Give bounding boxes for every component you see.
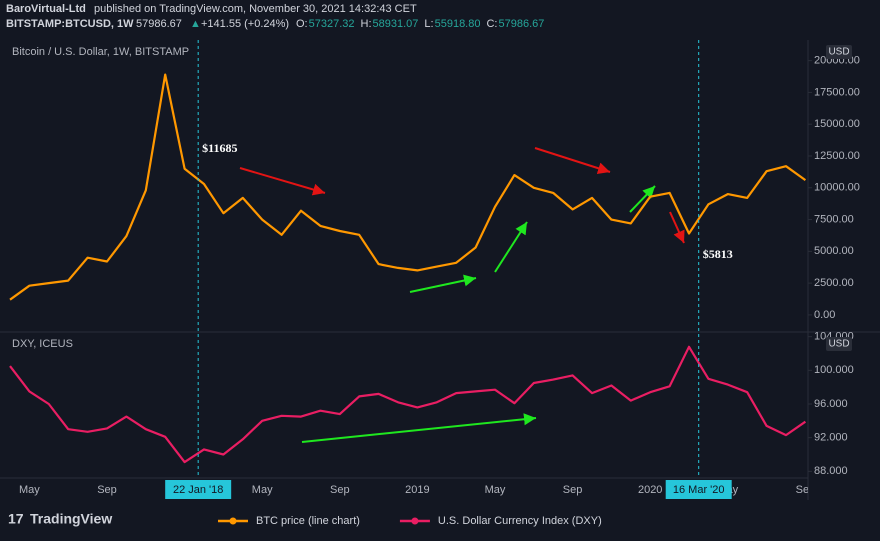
change-arrow: ▲	[190, 18, 201, 30]
x-tick-label: May	[485, 484, 506, 496]
legend-dot	[411, 517, 419, 525]
ohlc-value: 58931.07	[373, 18, 419, 30]
price: 57986.67	[136, 18, 182, 30]
ohlc-value: 57986.67	[498, 18, 544, 30]
y-tick-label: 0.00	[814, 309, 835, 321]
brand: TradingView	[30, 511, 112, 527]
panel-title: DXY, ICEUS	[12, 338, 73, 350]
logo-mark: 17	[8, 511, 24, 527]
x-tick-label: Sep	[563, 484, 583, 496]
y-tick-label: 7500.00	[814, 213, 854, 225]
ohlc-label: O:	[296, 18, 308, 30]
series-line	[9, 345, 807, 464]
y-tick-label: 5000.00	[814, 245, 854, 257]
y-tick-label: 15000.00	[814, 118, 860, 130]
ohlc-value: 55918.80	[435, 18, 481, 30]
ohlc-value: 57327.32	[309, 18, 355, 30]
ohlc-label: L:	[424, 18, 433, 30]
x-tick-label: May	[252, 484, 273, 496]
unit-label: USD	[828, 339, 849, 350]
y-tick-label: 2500.00	[814, 277, 854, 289]
annotation: $5813	[703, 247, 733, 261]
y-tick-label: 92.000	[814, 432, 848, 444]
crosshair-label: 22 Jan '18	[173, 484, 223, 496]
y-tick-label: 100.000	[814, 364, 854, 376]
crosshair-badge	[665, 480, 732, 499]
x-tick-label: Sep	[330, 484, 350, 496]
x-tick-label: Sep	[97, 484, 117, 496]
x-tick-label: May	[19, 484, 40, 496]
unit-badge	[826, 337, 852, 351]
y-tick-label: 17500.00	[814, 86, 860, 98]
symbol: BITSTAMP:BTCUSD, 1W	[6, 18, 134, 30]
x-tick-label: 2019	[405, 484, 429, 496]
arrows	[239, 147, 685, 443]
unit-label: USD	[828, 47, 849, 58]
y-tick-label: 96.000	[814, 398, 848, 410]
change: +141.55 (+0.24%)	[201, 18, 289, 30]
legend-label: BTC price (line chart)	[256, 515, 360, 527]
footer	[0, 500, 880, 541]
ohlc: O: 57327.32 H: 58931.07 L: 55918.80 C: 57986.67	[296, 18, 544, 30]
ohlc-label: H:	[361, 18, 372, 30]
panel-title: Bitcoin / U.S. Dollar, 1W, BITSTAMP	[12, 46, 189, 58]
series-line	[9, 73, 807, 301]
crosshair-label: 16 Mar '20	[673, 484, 725, 496]
y-tick-label: 88.000	[814, 465, 848, 477]
publisher: BaroVirtual-Ltd	[6, 3, 86, 15]
annotation: $11685	[202, 141, 237, 155]
legend-dot	[229, 517, 237, 525]
published: published on TradingView.com, November 3…	[94, 3, 417, 15]
x-tick-label: 2020	[638, 484, 662, 496]
unit-badge	[826, 45, 852, 59]
x-tick-label: Sep	[796, 484, 816, 496]
legend-label: U.S. Dollar Currency Index (DXY)	[438, 515, 602, 527]
ohlc-label: C:	[486, 18, 497, 30]
crosshair-badge	[165, 480, 232, 499]
y-tick-label: 10000.00	[814, 182, 860, 194]
y-tick-label: 12500.00	[814, 150, 860, 162]
